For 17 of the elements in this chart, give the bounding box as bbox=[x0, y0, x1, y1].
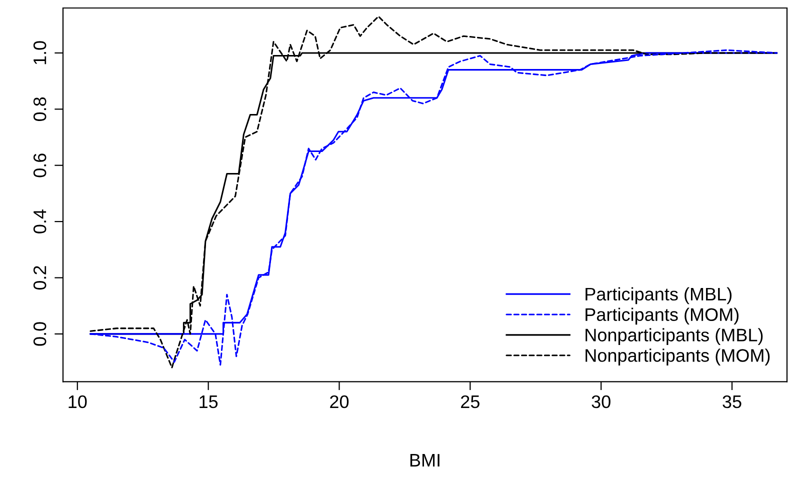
legend-label: Participants (MBL) bbox=[586, 287, 732, 304]
y-tick-label: 0.4 bbox=[33, 210, 46, 234]
x-tick-label: 25 bbox=[461, 395, 480, 408]
x-tick-label: 10 bbox=[68, 395, 87, 408]
y-tick-label: 0.8 bbox=[33, 97, 46, 121]
x-tick-label: 15 bbox=[200, 396, 218, 408]
x-tick-label: 20 bbox=[330, 395, 349, 408]
legend-label: Nonparticipants (MOM) bbox=[586, 348, 770, 366]
legend-label: Nonparticipants (MBL) bbox=[586, 328, 763, 346]
legend-label: Participants (MOM) bbox=[586, 308, 739, 325]
y-tick-label: 0.6 bbox=[33, 154, 46, 178]
y-tick-label: 0.0 bbox=[33, 322, 46, 346]
y-tick-label: 0.2 bbox=[33, 266, 46, 290]
x-tick-label: 30 bbox=[592, 395, 610, 408]
y-tick-label: 1.0 bbox=[33, 41, 46, 64]
x-axis-title: BMI bbox=[410, 454, 440, 466]
x-tick-label: 35 bbox=[722, 395, 742, 408]
